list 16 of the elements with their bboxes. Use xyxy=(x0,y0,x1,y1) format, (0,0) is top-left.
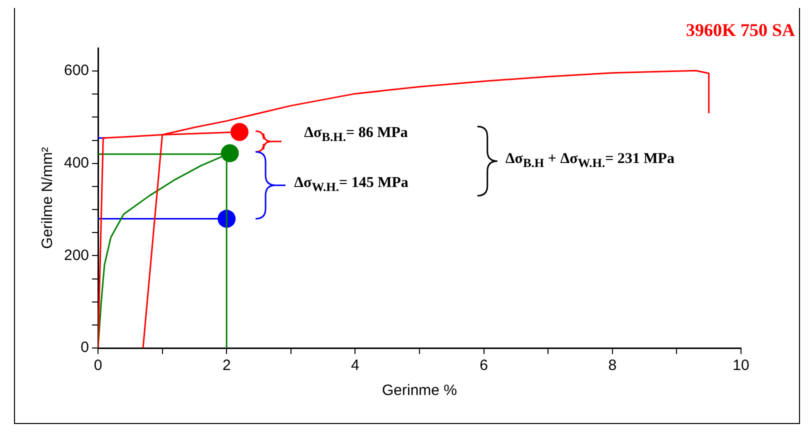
annotation: Δσ$_{B.H.}$= 86 MPa xyxy=(304,125,408,144)
annotation: Δσ$_{B.H}$ + Δσ$_{W.H.}$= 231 MPa xyxy=(505,151,674,170)
chart-title: 3960K 750 SA xyxy=(686,20,795,41)
x-tick-label: 10 xyxy=(732,357,750,374)
y-tick-label: 200 xyxy=(64,246,90,264)
x-axis-title: Gerinme % xyxy=(382,382,458,400)
x-tick-label: 0 xyxy=(94,357,102,374)
y-axis-title: Gerilme N/mm² xyxy=(39,147,56,249)
x-tick-label: 2 xyxy=(222,357,231,374)
y-tick-label: 0 xyxy=(80,339,90,356)
y-tick-label: 600 xyxy=(64,62,90,80)
annotation: Δσ$_{W.H.}$= 145 MPa xyxy=(294,175,408,194)
y-tick-label: 400 xyxy=(64,154,90,172)
x-tick-label: 6 xyxy=(480,357,488,374)
x-tick-label: 8 xyxy=(608,357,617,374)
x-tick-label: 4 xyxy=(351,357,360,374)
